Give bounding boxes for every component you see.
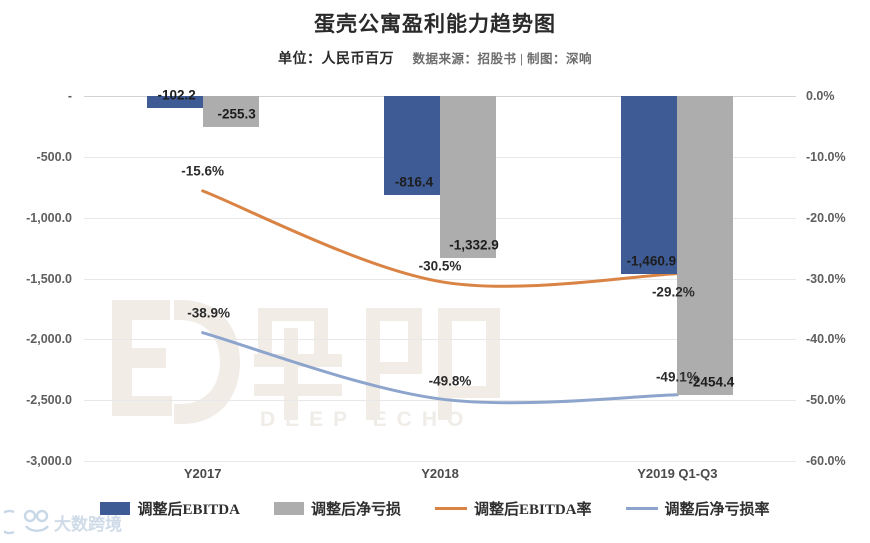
bar-value-label: -102.2 bbox=[157, 87, 196, 103]
category-axis: Y2017 Y2018 Y2019 Q1-Q3 bbox=[84, 466, 796, 490]
plot-area: -102.2 -816.4 -1,460.9 -255.3 -1,332.9 -2454.… bbox=[84, 88, 796, 462]
bar-adjusted-ebitda[interactable] bbox=[384, 96, 440, 196]
legend-item[interactable]: 调整后净亏损率 bbox=[625, 498, 770, 519]
bar-adjusted-ebitda[interactable] bbox=[146, 96, 203, 109]
subtitle-source: 数据来源：招股书 | 制图：深响 bbox=[412, 52, 592, 66]
legend-label: 调整后净亏损率 bbox=[664, 502, 770, 518]
right-axis-tick: -10.0% bbox=[806, 149, 846, 164]
bar-adjusted-net-loss[interactable] bbox=[440, 96, 496, 259]
line-value-label: -49.8% bbox=[428, 373, 472, 389]
gridline bbox=[84, 400, 796, 402]
bar-value-label: -255.3 bbox=[217, 106, 256, 122]
chart-legend: 调整后EBITDA 调整后净亏损 调整后EBITDA率 调整后净亏损率 bbox=[0, 498, 870, 519]
legend-label: 调整后净亏损 bbox=[310, 502, 401, 518]
left-axis-tick: -2,000.0 bbox=[26, 332, 72, 347]
legend-item[interactable]: 调整后EBITDA bbox=[100, 498, 240, 519]
left-value-axis: - -500.0 -1,000.0 -1,500.0 -2,000.0 -2,500.0 -… bbox=[0, 89, 78, 468]
line-value-label: -15.6% bbox=[181, 163, 225, 179]
line-value-label: -29.2% bbox=[651, 284, 695, 300]
right-axis-tick: 0.0% bbox=[806, 89, 835, 103]
right-percent-axis: 0.0% -10.0% -20.0% -30.0% -40.0% -50.0% -60.0% bbox=[800, 89, 870, 468]
right-axis-tick: -60.0% bbox=[806, 454, 846, 468]
left-axis-tick: -1,500.0 bbox=[26, 271, 72, 286]
legend-swatch-icon bbox=[273, 502, 304, 515]
bar-adjusted-net-loss[interactable] bbox=[202, 96, 259, 128]
gridline bbox=[84, 461, 796, 462]
chart-subtitle: 单位：人民币百万 数据来源：招股书 | 制图：深响 bbox=[0, 48, 870, 68]
bar-value-label: -816.4 bbox=[394, 174, 434, 190]
legend-item[interactable]: 调整后EBITDA率 bbox=[435, 498, 592, 519]
left-axis-tick: -1,000.0 bbox=[26, 210, 72, 225]
right-axis-tick: -30.0% bbox=[806, 271, 846, 286]
line-value-label: -30.5% bbox=[418, 258, 462, 274]
bar-adjusted-ebitda[interactable] bbox=[621, 96, 678, 274]
bar-adjusted-net-loss[interactable] bbox=[677, 96, 734, 395]
left-axis-tick: -500.0 bbox=[36, 149, 72, 164]
line-adjusted-net-loss-rate[interactable] bbox=[201, 331, 679, 405]
category-label: Y2018 bbox=[421, 466, 459, 481]
legend-item[interactable]: 调整后净亏损 bbox=[273, 498, 401, 519]
line-value-label: -49.1% bbox=[655, 369, 699, 385]
chart-title: 蛋壳公寓盈利能力趋势图 bbox=[314, 12, 556, 36]
legend-label: 调整后EBITDA率 bbox=[474, 502, 592, 518]
right-axis-tick: -20.0% bbox=[806, 210, 846, 225]
bar-value-label: -1,460.9 bbox=[626, 253, 677, 269]
legend-label: 调整后EBITDA bbox=[137, 502, 240, 518]
bar-value-label: -2454.4 bbox=[688, 374, 735, 390]
right-axis-tick: -50.0% bbox=[806, 393, 846, 408]
left-axis-tick: - bbox=[67, 89, 72, 103]
category-label: Y2017 bbox=[183, 466, 222, 481]
right-axis-tick: -40.0% bbox=[806, 332, 846, 347]
bar-value-label: -1,332.9 bbox=[449, 237, 499, 253]
legend-line-icon bbox=[625, 507, 658, 510]
subtitle-unit: 单位：人民币百万 bbox=[278, 52, 395, 67]
line-value-label: -38.9% bbox=[187, 305, 231, 321]
left-axis-tick: -2,500.0 bbox=[26, 393, 72, 408]
legend-line-icon bbox=[435, 507, 467, 510]
left-axis-tick: -3,000.0 bbox=[26, 454, 72, 468]
legend-swatch-icon bbox=[100, 502, 131, 515]
category-label: Y2019 Q1-Q3 bbox=[637, 466, 718, 481]
